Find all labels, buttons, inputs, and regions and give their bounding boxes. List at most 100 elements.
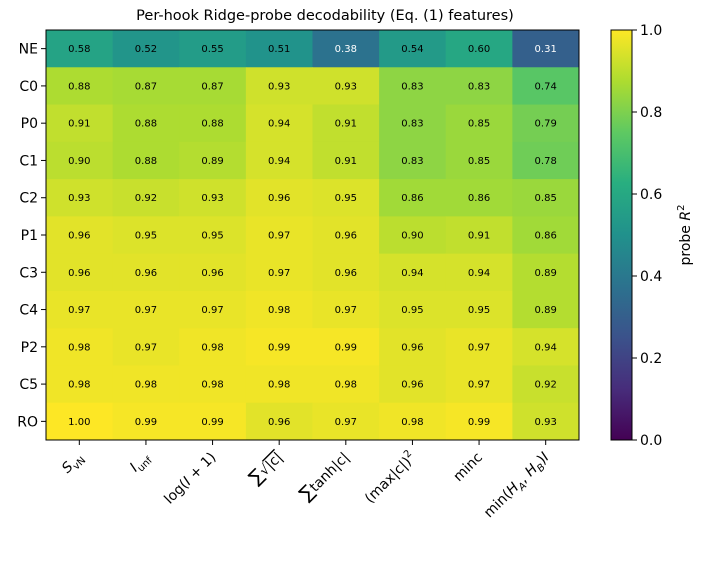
heatmap-cell: [179, 402, 247, 441]
cell-value-label: 0.98: [268, 305, 290, 316]
heatmap-cells: [46, 30, 580, 441]
cell-value-label: 0.94: [268, 119, 290, 130]
row-tick-label: P1: [21, 228, 38, 244]
heatmap-cell: [245, 290, 313, 329]
colorbar-tick-label: 1.0: [640, 23, 662, 39]
heatmap-cell: [245, 141, 313, 180]
cell-value-label: 0.85: [535, 193, 557, 204]
cell-value-label: 0.99: [468, 417, 490, 428]
cell-value-label: 0.99: [135, 417, 157, 428]
cell-value-label: 0.93: [335, 81, 357, 92]
cell-value-label: 0.94: [535, 342, 557, 353]
row-tick-label: P0: [21, 116, 38, 132]
heatmap-cell: [245, 179, 313, 217]
heatmap-cell: [46, 30, 114, 68]
cell-value-label: 0.96: [335, 231, 357, 242]
cell-value-label: 0.97: [268, 268, 290, 279]
cell-value-label: 0.95: [335, 193, 357, 204]
cell-value-label: 0.89: [535, 268, 557, 279]
heatmap-cell: [379, 216, 447, 255]
cell-value-label: 0.97: [335, 305, 357, 316]
cell-value-label: 0.98: [201, 342, 223, 353]
cell-value-label: 0.95: [201, 231, 223, 242]
cell-value-label: 0.96: [135, 268, 157, 279]
heatmap-cell: [245, 216, 313, 255]
cell-value-label: 0.55: [201, 44, 223, 55]
heatmap-cell: [46, 402, 114, 441]
cell-value-label: 0.99: [201, 417, 223, 428]
heatmap-cell: [245, 402, 313, 441]
colorbar-tick-label: 0.6: [640, 187, 662, 203]
heatmap-cell: [312, 216, 380, 255]
cell-value-label: 0.88: [135, 156, 157, 167]
heatmap-cell: [46, 179, 114, 217]
heatmap-cell: [245, 30, 313, 68]
heatmap-cell: [312, 253, 380, 292]
cell-value-label: 0.87: [135, 81, 157, 92]
cell-value-label: 0.91: [68, 119, 90, 130]
heatmap-cell: [379, 179, 447, 217]
cell-value-label: 0.97: [268, 231, 290, 242]
cell-value-label: 0.97: [201, 305, 223, 316]
heatmap-cell: [312, 179, 380, 217]
cell-value-label: 0.85: [468, 156, 490, 167]
heatmap-cell: [379, 290, 447, 329]
cell-value-label: 0.83: [401, 156, 423, 167]
heatmap-cell: [512, 104, 580, 143]
cell-value-label: 0.99: [268, 342, 290, 353]
cell-value-label: 0.58: [68, 44, 90, 55]
heatmap-cell: [245, 104, 313, 143]
cell-value-label: 0.90: [68, 156, 90, 167]
heatmap-cell: [512, 141, 580, 180]
heatmap-cell: [445, 216, 513, 255]
cell-value-label: 0.93: [201, 193, 223, 204]
heatmap-cell: [512, 30, 580, 68]
cell-value-label: 0.96: [335, 268, 357, 279]
heatmap-cell: [312, 30, 380, 68]
heatmap-cell: [379, 402, 447, 441]
cell-value-label: 0.97: [335, 417, 357, 428]
heatmap-cell: [245, 365, 313, 404]
column-tick-label: ∑√|c|: [245, 447, 287, 489]
cell-value-label: 0.88: [135, 119, 157, 130]
heatmap-cell: [379, 328, 447, 366]
heatmap-cell: [46, 253, 114, 292]
heatmap-cell: [179, 141, 247, 180]
cell-value-label: 0.38: [335, 44, 357, 55]
cell-value-label: 0.95: [401, 305, 423, 316]
heatmap-cell: [179, 216, 247, 255]
heatmap-cell: [512, 290, 580, 329]
column-tick-label: ∑tanh|c|: [295, 447, 353, 505]
heatmap-cell: [512, 328, 580, 366]
cell-value-label: 0.92: [535, 380, 557, 391]
heatmap-cell: [179, 290, 247, 329]
heatmap-cell: [112, 67, 180, 106]
cell-value-label: 0.97: [135, 342, 157, 353]
cell-value-label: 0.83: [468, 81, 490, 92]
row-tick-label: C5: [19, 377, 38, 393]
heatmap-cell: [46, 67, 114, 106]
column-tick-label: minc: [450, 450, 485, 485]
heatmap-cell: [445, 365, 513, 404]
column-tick-label: (max|c|)2: [361, 448, 420, 507]
cell-value-label: 0.91: [468, 231, 490, 242]
heatmap-cell: [112, 328, 180, 366]
cell-value-label: 1.00: [68, 417, 90, 428]
cell-value-label: 0.96: [268, 417, 290, 428]
heatmap-cell: [245, 253, 313, 292]
cell-value-label: 0.99: [335, 342, 357, 353]
cell-value-label: 0.88: [201, 119, 223, 130]
cell-value-label: 0.91: [335, 156, 357, 167]
cell-value-label: 0.74: [535, 81, 557, 92]
heatmap-cell: [312, 67, 380, 106]
heatmap-cell: [46, 216, 114, 255]
heatmap-cell: [312, 141, 380, 180]
cell-value-label: 0.96: [68, 231, 90, 242]
cell-value-label: 0.96: [268, 193, 290, 204]
cell-value-label: 0.98: [335, 380, 357, 391]
cell-value-label: 0.97: [68, 305, 90, 316]
row-tick-label: NE: [19, 42, 38, 58]
colorbar-tick-label: 0.8: [640, 105, 662, 121]
colorbar-label: probe R2: [676, 205, 694, 266]
